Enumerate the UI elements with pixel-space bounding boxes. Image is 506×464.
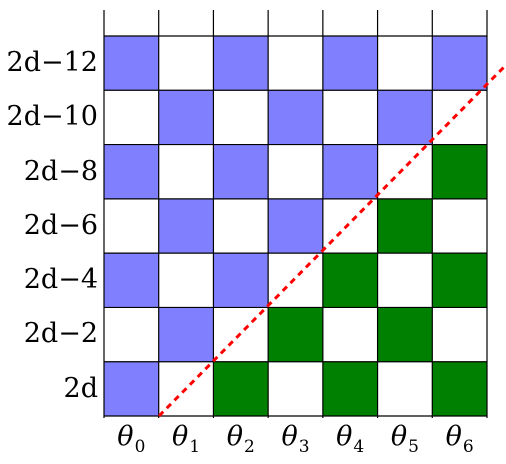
cell-r3-c6-white [432, 198, 487, 254]
row-label: 2d−12 [6, 47, 98, 78]
cell-r1-c1-blue [158, 90, 214, 145]
cells-layer [104, 36, 487, 416]
cell-r4-c0-blue [104, 253, 159, 308]
theta-symbol: θ [445, 421, 462, 452]
column-label: θ0 [104, 420, 158, 457]
theta-subscript: 2 [244, 437, 255, 457]
cell-r1-c2-white [213, 90, 269, 145]
cell-r2-c1-white [158, 144, 214, 199]
theta-subscript: 1 [189, 437, 201, 457]
cell-r0-c4-blue [322, 36, 378, 91]
cell-r5-c1-blue [158, 307, 214, 362]
theta-subscript: 4 [353, 437, 365, 457]
grid-canvas [103, 10, 506, 418]
cell-r3-c2-white [213, 198, 269, 254]
cell-r5-c4-white [322, 307, 378, 362]
diagonal-dashed-line [157, 64, 506, 418]
cell-r6-c2-green [213, 361, 269, 416]
grid-lines-layer [103, 10, 488, 418]
theta-symbol: θ [172, 421, 189, 452]
cell-r1-c4-white [322, 90, 378, 145]
cell-r3-c1-blue [158, 198, 214, 254]
cell-r1-c3-blue [268, 90, 323, 145]
theta-symbol: θ [390, 421, 408, 452]
cell-r5-c5-green [377, 307, 433, 362]
cell-r4-c5-white [377, 253, 433, 308]
theta-subscript: 3 [298, 437, 310, 457]
cell-r1-c6-white [432, 90, 487, 145]
theta-symbol: θ [226, 421, 243, 452]
cell-r2-c6-green [432, 144, 487, 199]
cell-r3-c5-green [377, 198, 433, 254]
cell-r5-c0-white [104, 307, 159, 362]
row-label: 2d−4 [23, 264, 98, 296]
column-label: θ2 [214, 420, 268, 457]
row-label: 2d−8 [23, 155, 98, 187]
cell-r5-c3-green [268, 307, 323, 362]
cell-r3-c3-blue [268, 198, 323, 254]
checkerboard-diagram: 2d−12 2d−10 2d−8 2d−6 2d−4 2d−2 2d θ0 θ1 θ2 θ3 θ4 θ… [6, 10, 506, 457]
cell-r2-c4-blue [322, 144, 378, 199]
cell-r1-c5-blue [377, 90, 433, 145]
theta-symbol: θ [281, 421, 298, 452]
row-label: 2d [63, 372, 98, 404]
theta-subscript: 5 [408, 437, 419, 457]
cell-r4-c1-white [158, 253, 214, 308]
cell-r2-c0-blue [104, 144, 159, 199]
row-label: 2d−6 [23, 209, 98, 241]
cell-r6-c6-green [432, 361, 487, 416]
cell-r6-c4-green [322, 361, 378, 416]
cell-r0-c1-white [158, 36, 214, 91]
cell-r2-c3-white [268, 144, 323, 199]
theta-symbol: θ [117, 421, 134, 452]
column-label: θ5 [378, 420, 432, 457]
column-label: θ1 [159, 420, 213, 457]
cell-r1-c0-white [104, 90, 159, 145]
row-label: 2d−10 [6, 101, 98, 133]
cell-r0-c0-blue [104, 36, 159, 91]
cell-r4-c6-green [432, 253, 487, 308]
cell-r4-c4-green [322, 253, 378, 308]
column-label: θ6 [433, 420, 487, 457]
theta-symbol: θ [336, 421, 353, 452]
column-label: θ4 [323, 420, 377, 457]
cell-r2-c2-blue [213, 144, 269, 199]
cell-r5-c6-white [432, 307, 487, 362]
cell-r0-c3-white [268, 36, 323, 91]
row-label: 2d−2 [23, 318, 98, 350]
cell-r0-c5-white [377, 36, 433, 91]
cell-r2-c5-white [377, 144, 433, 199]
cell-r6-c3-white [268, 361, 323, 416]
cell-r3-c0-white [104, 198, 159, 254]
theta-subscript: 0 [134, 437, 146, 457]
cell-r0-c6-blue [432, 36, 487, 91]
cell-r6-c0-blue [104, 361, 159, 416]
cell-r3-c4-white [322, 198, 378, 254]
cell-r4-c2-blue [213, 253, 269, 308]
cell-r0-c2-blue [213, 36, 269, 91]
column-label: θ3 [269, 420, 323, 457]
diagonal-layer [157, 64, 506, 418]
theta-subscript: 6 [462, 437, 474, 457]
cell-r6-c5-white [377, 361, 433, 416]
